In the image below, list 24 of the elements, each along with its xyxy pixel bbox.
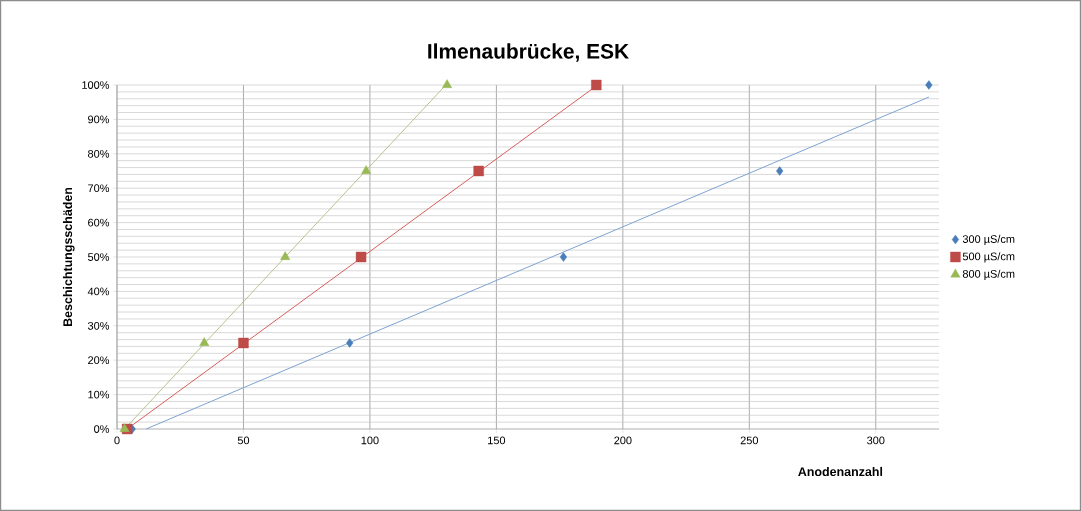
y-tick-label: 30%: [87, 321, 110, 330]
x-axis-title: Anodenanzahl: [798, 466, 883, 477]
y-tick-label: 90%: [88, 115, 110, 124]
x-tick-label: 300: [867, 436, 885, 445]
y-tick-label: 60%: [88, 218, 110, 227]
x-tick-label: 200: [614, 436, 632, 445]
legend-label: 500 µS/cm: [962, 252, 1015, 263]
legend-label: 800 µS/cm: [962, 269, 1015, 280]
x-tick-label: 0: [114, 436, 120, 445]
x-tick-label: 50: [237, 436, 250, 445]
y-axis-title: Beschichtungsschäden: [62, 187, 75, 327]
y-tick-label: 80%: [88, 149, 110, 158]
x-tick-label: 150: [488, 436, 506, 445]
y-tick-label: 50%: [87, 253, 110, 261]
x-tick-label: 250: [740, 436, 759, 445]
y-tick-label: 70%: [88, 184, 110, 193]
legend-label: 300 µS/cm: [962, 234, 1015, 246]
y-tick-label: 40%: [87, 287, 110, 296]
x-tick-label: 100: [361, 436, 379, 445]
y-tick-label: 20%: [88, 356, 110, 365]
chart-title: Ilmenaubrücke, ESK: [428, 43, 629, 62]
y-tick-label: 0%: [94, 425, 110, 433]
y-tick-label: 10%: [88, 390, 110, 399]
y-tick-label: 100%: [82, 81, 110, 89]
